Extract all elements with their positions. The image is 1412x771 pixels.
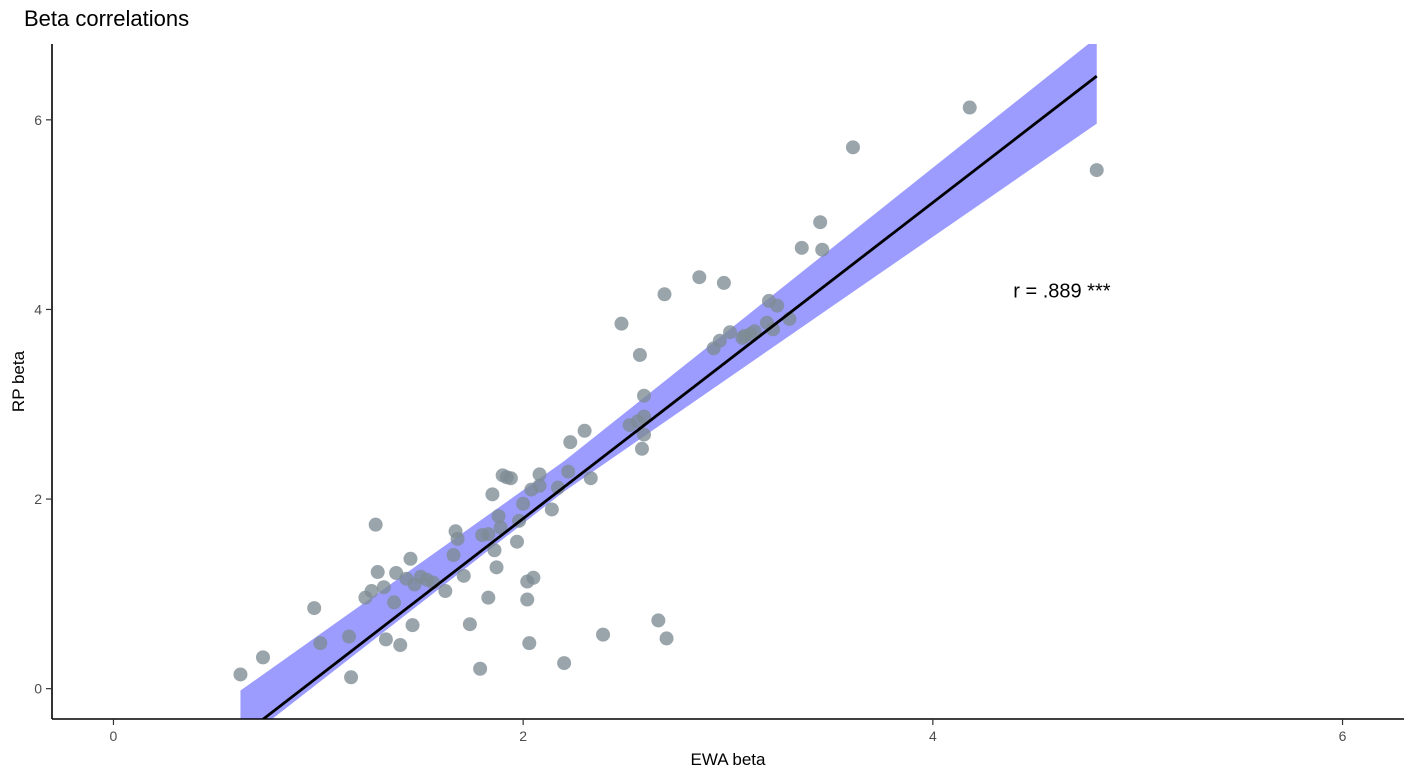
data-point [481,527,496,542]
data-point [632,347,647,362]
data-point [770,298,785,313]
data-point [342,629,357,644]
chart-title: Beta correlations [24,6,190,31]
data-point [364,584,379,599]
y-tick-label: 0 [34,681,42,697]
x-tick-label: 2 [519,728,527,744]
regression-line [261,74,1098,719]
data-point [716,275,731,290]
data-point [307,601,322,616]
x-tick-label: 0 [110,728,118,744]
data-point [516,496,531,511]
regression-line-layer [261,74,1098,719]
data-point [522,636,537,651]
data-point [766,322,781,337]
data-point [634,441,649,456]
data-point [405,618,420,633]
data-point [813,215,828,230]
data-point [485,487,500,502]
data-point [446,547,461,562]
x-tick-label: 4 [929,728,937,744]
data-point [659,631,674,646]
y-tick-label: 6 [34,112,42,128]
data-point [962,100,977,115]
data-point [583,471,598,486]
data-point [532,478,547,493]
points-layer [233,100,1104,685]
data-point [456,568,471,583]
data-point [473,661,488,676]
data-point [370,565,385,580]
correlation-annotation: r = .889 *** [1013,280,1111,302]
data-point [550,480,565,495]
y-tick-label: 4 [34,301,42,317]
data-point [520,592,535,607]
data-point [1089,163,1104,178]
data-point [815,242,830,257]
data-point [637,409,652,424]
data-point [503,471,518,486]
data-point [723,325,738,340]
data-point [462,617,477,632]
data-point [794,240,809,255]
data-point [657,287,672,302]
data-point [487,543,502,558]
data-point [481,590,496,605]
y-tick-label: 2 [34,491,42,507]
data-point [563,435,578,450]
data-point [510,534,525,549]
data-point [526,570,541,585]
data-point [532,467,547,482]
data-point [557,656,572,671]
data-point [450,531,465,546]
data-point [747,324,762,339]
data-point [393,638,408,653]
data-point [577,423,592,438]
data-point [692,270,707,285]
x-tick-label: 6 [1339,728,1347,744]
data-point [387,595,402,610]
data-point [637,388,652,403]
data-point [255,650,270,665]
data-point [596,627,611,642]
labels-layer: EWA beta RP beta r = .889 *** [9,280,1111,769]
data-point [712,333,727,348]
x-axis-title: EWA beta [691,750,767,769]
data-point [637,427,652,442]
data-point [561,464,576,479]
data-point [313,636,328,651]
data-point [403,551,418,566]
data-point [389,566,404,581]
data-point [438,584,453,599]
data-point [368,517,383,532]
data-point [376,580,391,595]
data-point [233,667,248,682]
data-point [493,520,508,535]
axes-layer: 0 2 4 6 0 2 4 6 [34,44,1404,744]
y-axis-title: RP beta [9,350,28,412]
data-point [845,140,860,155]
data-point [491,509,506,524]
data-point [378,632,393,647]
data-point [489,560,504,575]
data-point [344,670,359,685]
data-point [651,613,666,628]
data-point [544,502,559,517]
data-point [614,316,629,331]
